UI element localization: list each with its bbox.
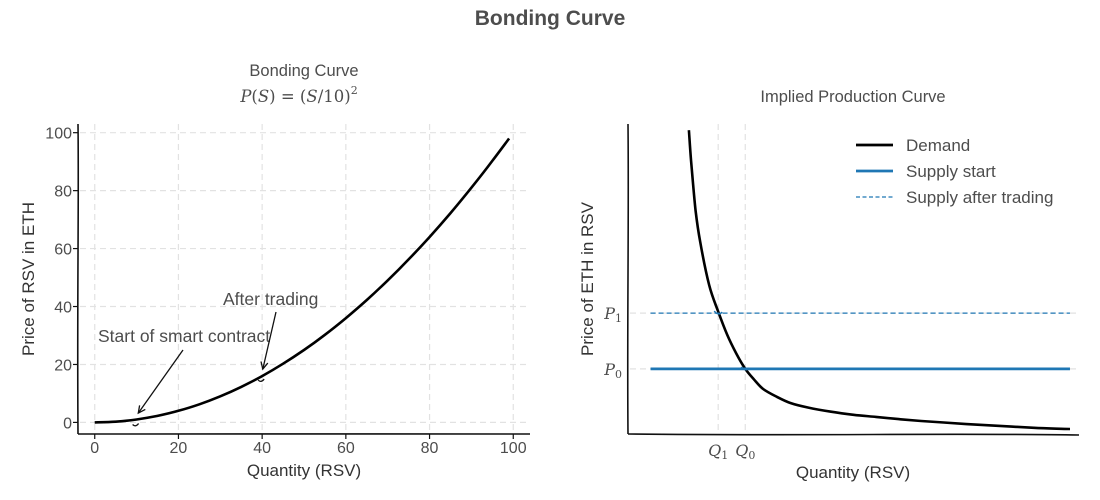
intersection-marker	[740, 366, 750, 371]
left-x-tick-label: 100	[500, 440, 527, 457]
left-y-axis-label: Price of RSV in ETH	[19, 202, 38, 356]
left-x-axis-line	[77, 432, 531, 436]
bonding-curve-equation: P(S) = (S/10)2	[239, 84, 357, 106]
annotation-arrow	[262, 311, 277, 370]
bonding-curve-title: Bonding Curve	[249, 62, 358, 80]
left-x-tick-label: 20	[170, 440, 188, 457]
left-y-tick-label: 40	[54, 300, 72, 317]
annotation-point-mark	[132, 423, 140, 427]
annotation-arrow	[137, 349, 184, 414]
legend-label: Demand	[906, 136, 970, 155]
left-y-tick-label: 0	[63, 415, 72, 432]
left-x-ticks: 0 20 40 60 80 100	[90, 434, 527, 457]
demand-line	[687, 130, 1071, 431]
bonding-curve-panel: Bonding Curve P(S) = (S/10)2 0 20 40 60 80 10…	[19, 62, 531, 480]
intersection-marker	[713, 310, 723, 315]
legend-label: Supply start	[906, 162, 996, 181]
legend-label: Supply after trading	[906, 188, 1053, 207]
right-y-tick-label: P1	[603, 304, 622, 325]
production-curve-panel: Implied Production Curve Q1 Q0 P1 P0 Deman…	[578, 88, 1080, 482]
left-y-tick-label: 60	[54, 242, 72, 259]
right-x-tick-label: Q0	[735, 441, 755, 462]
left-x-tick-label: 60	[337, 440, 355, 457]
left-x-tick-label: 40	[253, 440, 271, 457]
annotation-point-mark	[257, 378, 265, 382]
annotation-arrowhead	[137, 405, 146, 415]
right-series	[650, 130, 1071, 431]
left-axes-spines	[76, 123, 531, 436]
right-y-ticks: P1 P0	[603, 304, 622, 381]
left-y-ticks: 0 20 40 60 80 100	[45, 126, 78, 432]
production-curve-title: Implied Production Curve	[760, 88, 945, 106]
left-y-tick-label: 20	[54, 357, 72, 374]
right-y-tick-label: P0	[603, 360, 622, 381]
left-series	[94, 137, 511, 424]
bonding-curve-line	[94, 137, 511, 424]
legend: Demand Supply start Supply after trading	[856, 136, 1053, 207]
annotation-arrowhead	[260, 361, 269, 371]
right-x-axis-label: Quantity (RSV)	[796, 463, 910, 482]
right-x-tick-label: Q1	[708, 441, 728, 462]
right-y-axis-line	[626, 123, 630, 435]
figure-title: Bonding Curve	[475, 7, 626, 30]
left-y-tick-label: 80	[54, 184, 72, 201]
left-x-tick-label: 80	[421, 440, 439, 457]
left-x-axis-label: Quantity (RSV)	[247, 461, 361, 480]
right-x-ticks: Q1 Q0	[708, 441, 755, 462]
annotation-label: After trading	[223, 289, 318, 309]
left-y-axis-line	[76, 123, 80, 435]
left-grid	[80, 124, 530, 432]
right-reference-lines	[630, 124, 1079, 432]
right-y-axis-label: Price of ETH in RSV	[578, 201, 597, 356]
left-y-tick-label: 100	[45, 126, 72, 143]
right-x-axis-line	[627, 433, 1080, 436]
left-annotations: Start of smart contract After trading	[98, 289, 318, 427]
left-x-tick-label: 0	[90, 440, 99, 457]
right-axes-spines	[626, 123, 1080, 436]
annotation-label: Start of smart contract	[98, 326, 270, 346]
